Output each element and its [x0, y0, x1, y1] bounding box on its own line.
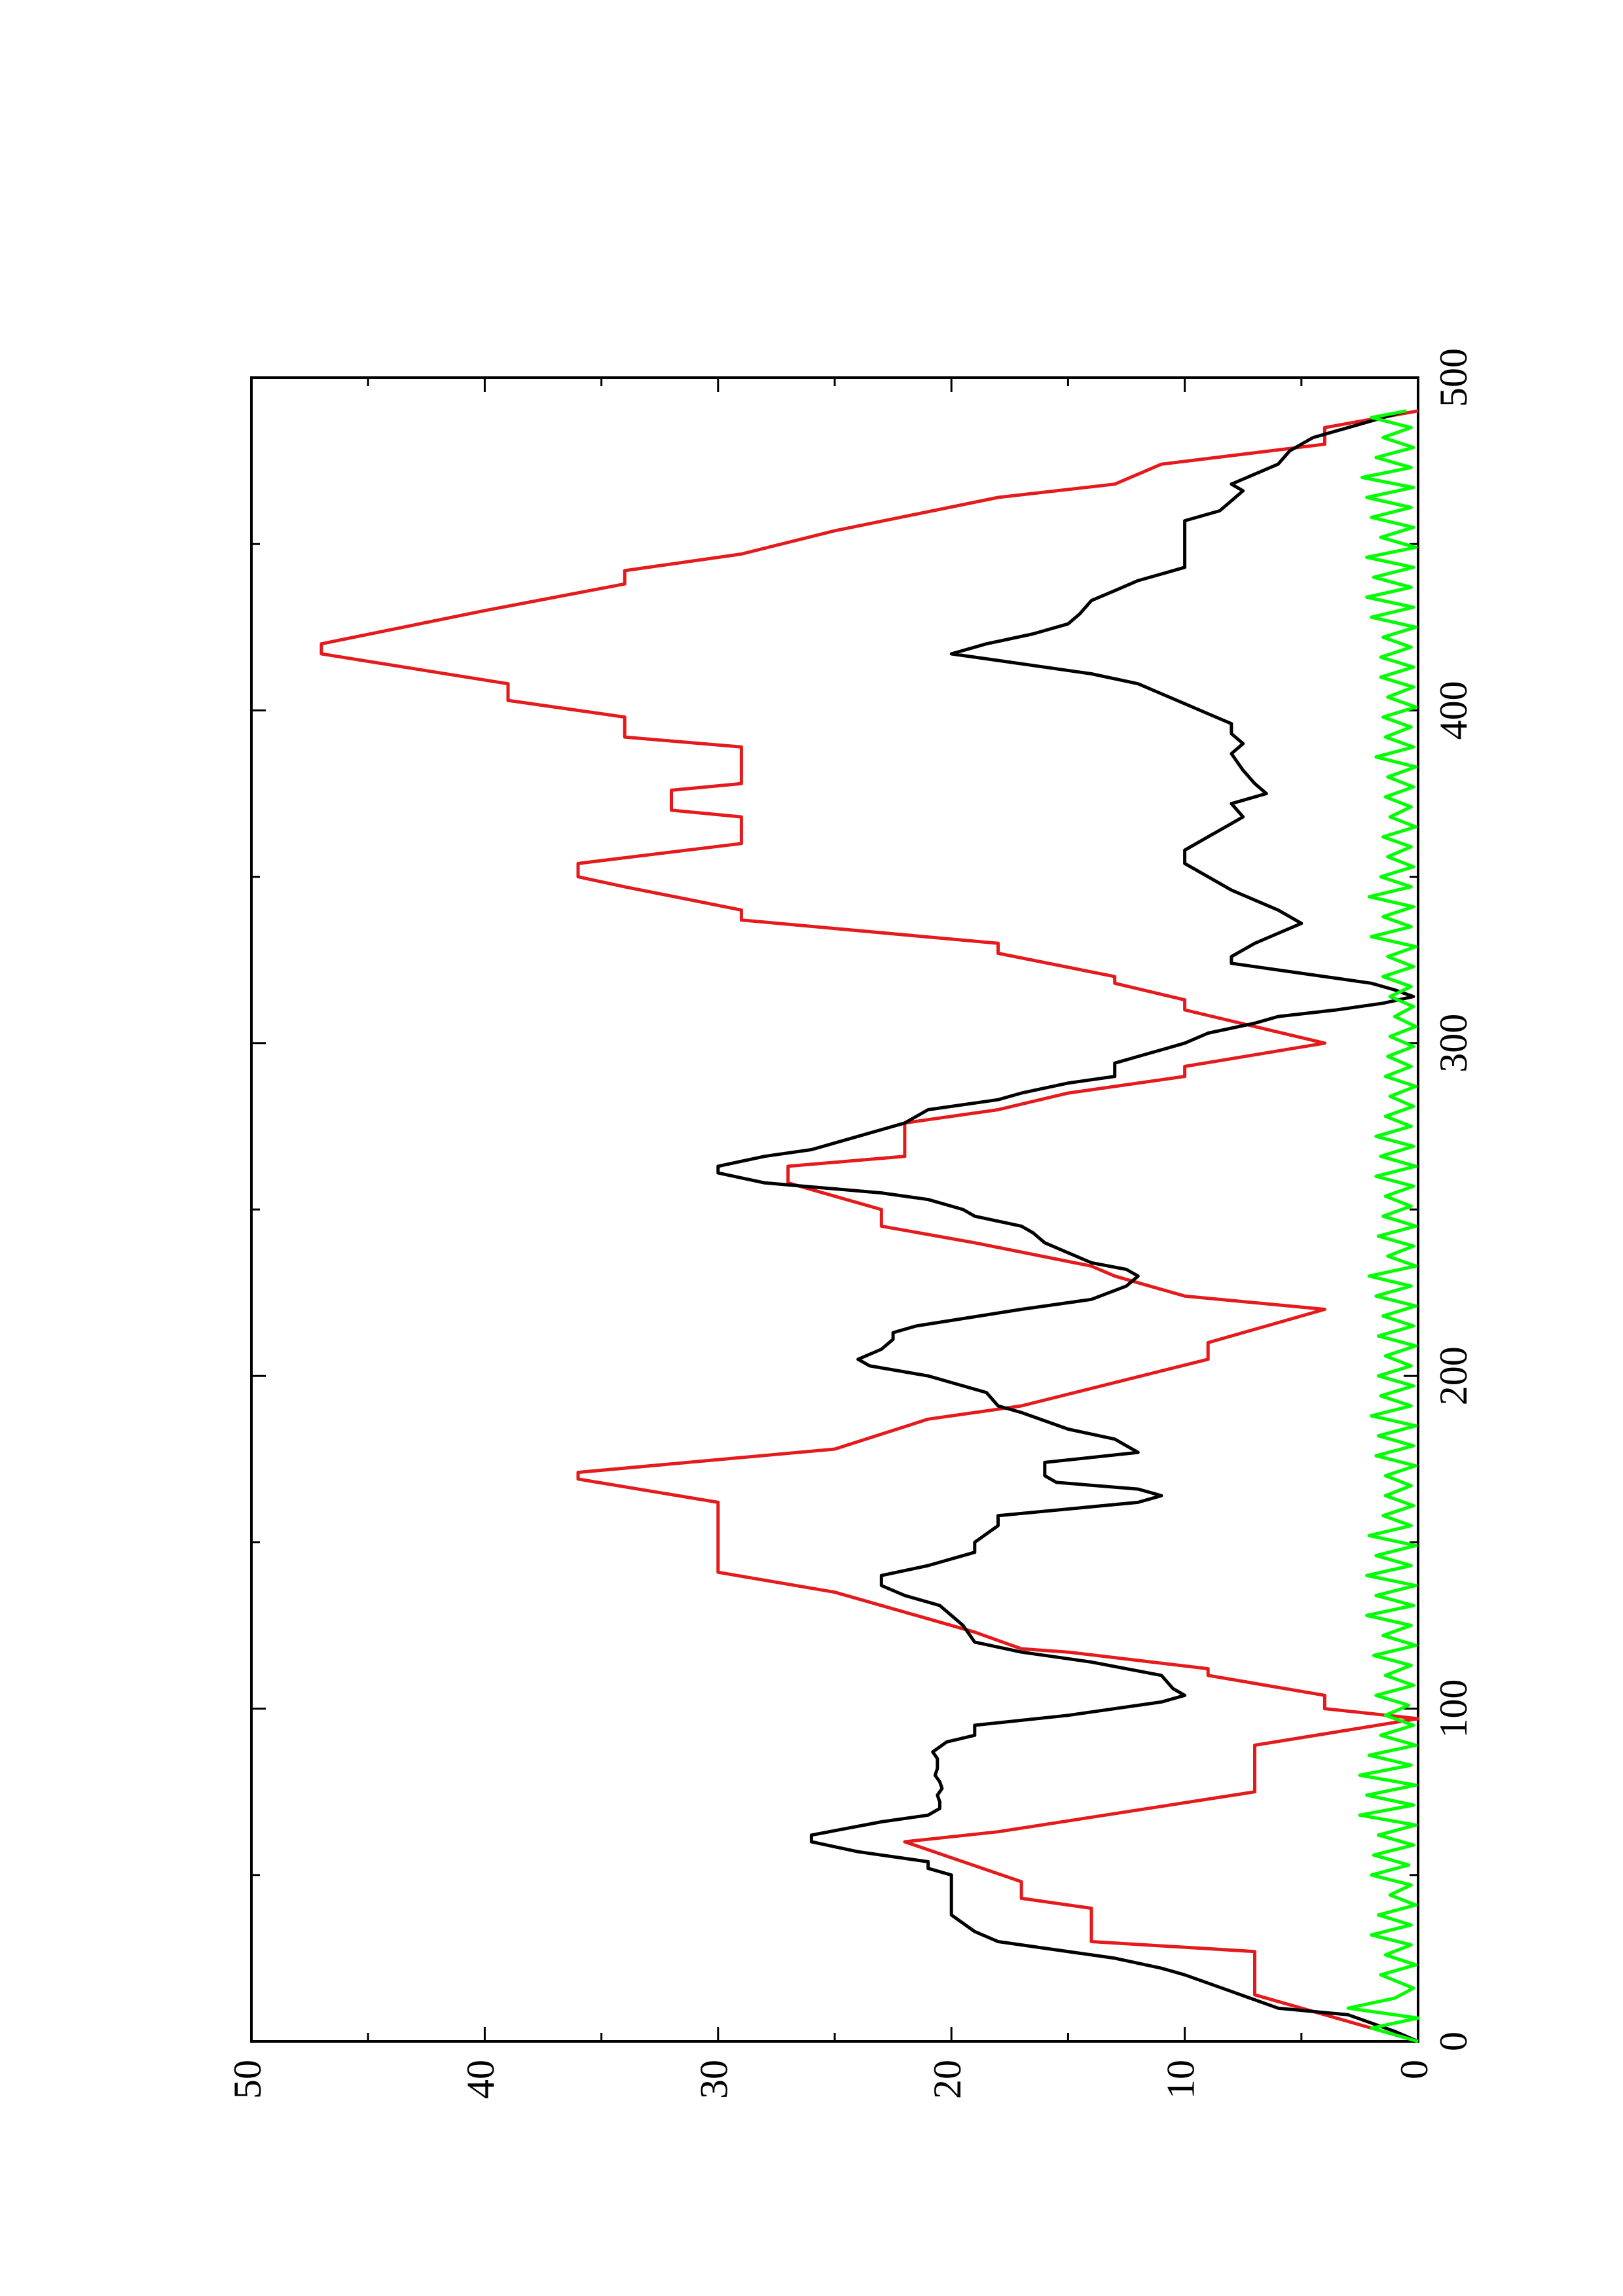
series-group	[319, 409, 1420, 2043]
y-tick-label: 40	[459, 2060, 502, 2099]
y-tick-label: 20	[926, 2060, 969, 2099]
tick-labels: 0 100 200 300 400 500 0 10 20 30 40 50	[226, 348, 1475, 2099]
series-line-2	[716, 409, 1419, 2043]
series-line-3	[1346, 409, 1420, 2043]
plot-frame	[250, 376, 1419, 2043]
y-tick-label: 0	[1393, 2060, 1436, 2079]
y-tick-label: 50	[226, 2060, 269, 2099]
series-line-1	[319, 409, 1420, 2043]
x-tick-label: 500	[1432, 348, 1475, 407]
x-tick-label: 300	[1432, 1014, 1475, 1073]
x-tick-label: 0	[1432, 2032, 1475, 2051]
y-tick-label: 10	[1159, 2060, 1202, 2099]
x-tick-label: 400	[1432, 681, 1475, 740]
tick-marks	[250, 376, 1419, 2043]
x-tick-label: 100	[1432, 1679, 1475, 1738]
x-tick-label: 200	[1432, 1346, 1475, 1405]
y-tick-label: 30	[693, 2060, 736, 2099]
